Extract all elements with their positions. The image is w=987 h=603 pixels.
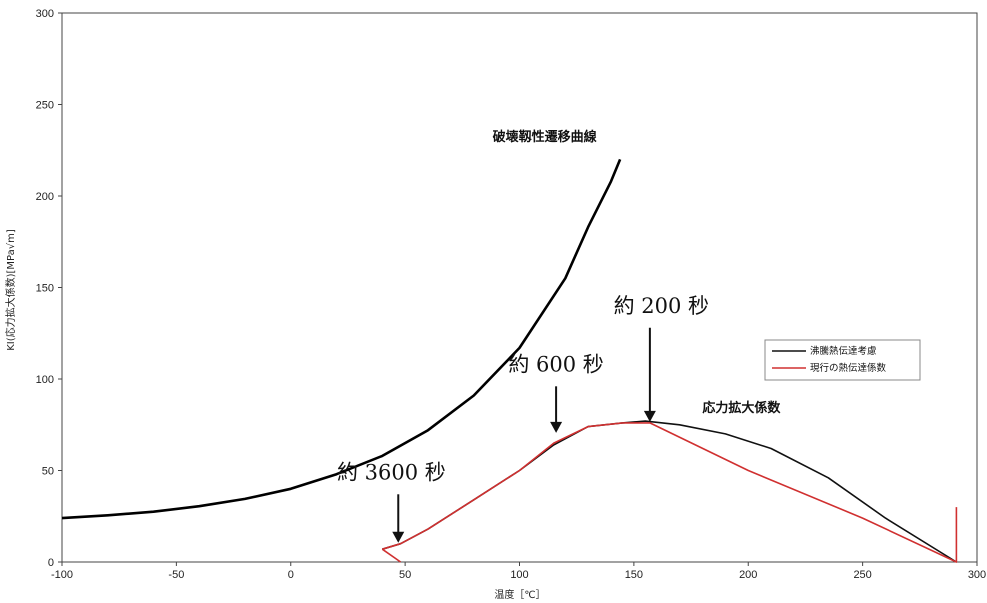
curve-annotation: 破壊靱性遷移曲線 [493,129,598,145]
x-tick-label: 50 [399,569,411,581]
legend-label-current: 現行の熱伝達係数 [810,362,887,374]
arrow-head [392,531,405,543]
x-tick-label: 300 [968,569,986,581]
arrow-head [550,421,563,433]
y-tick-label: 0 [48,557,54,569]
time-annotation: 約 3600 秒 [337,461,446,485]
x-tick-label: 200 [739,569,757,581]
y-tick-label: 300 [36,8,54,20]
x-axis-title: 温度［℃］ [494,588,545,601]
x-tick-label: -100 [51,569,73,581]
y-tick-label: 150 [36,283,54,295]
series-lines [61,158,958,563]
series-line-current-heat-transfer-tail [381,548,402,563]
x-tick-label: 150 [625,569,643,581]
x-tick-label: 250 [853,569,871,581]
x-tick-label: 100 [510,569,528,581]
y-axis-title: KI(応力拡大係数)[MPa√m] [4,229,17,351]
x-tick-label: 0 [288,569,294,581]
legend: 沸騰熱伝達考慮 現行の熱伝達係数 [764,339,921,381]
y-tick-label: 100 [36,374,54,386]
plot-area [61,12,978,563]
legend-label-boiling: 沸騰熱伝達考慮 [810,345,877,357]
time-annotation: 約 200 秒 [614,294,709,318]
annotation-arrows [392,327,656,543]
y-tick-label: 50 [42,466,54,478]
y-tick-label: 200 [36,191,54,203]
curve-annotation: 応力拡大係数 [702,400,781,416]
series-line-fracture-toughness-curve [61,158,622,520]
legend-box [764,339,921,381]
time-annotation: 約 600 秒 [508,353,603,377]
series-line-current-heat-transfer-line [382,422,958,563]
x-tick-label: -50 [168,569,184,581]
axis-ticks: -100 -50 0 50 100 150 200 250 300 0 50 100 150 200 250… [36,8,987,581]
y-tick-label: 250 [36,100,54,112]
arrow-head [643,410,656,422]
